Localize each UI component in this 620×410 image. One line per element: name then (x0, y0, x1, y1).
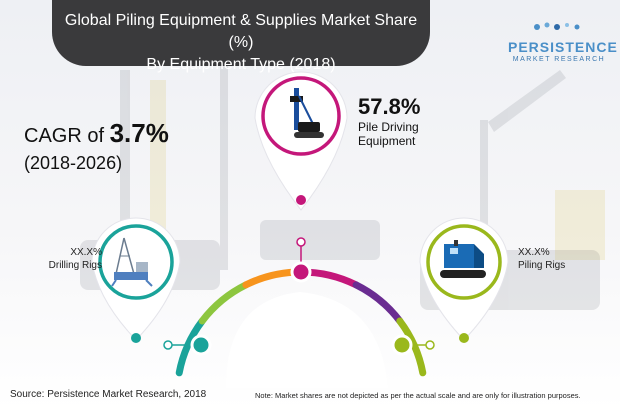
cagr-value: 3.7% (109, 118, 169, 148)
drilling-rig-icon (111, 237, 153, 287)
arc-marker-piling-rigs (391, 334, 413, 356)
slice-name-pile-driving: Pile Driving Equipment (358, 120, 419, 148)
arc-marker-drilling-rigs (190, 334, 212, 356)
pile-driver-icon (290, 88, 324, 138)
logo-subtitle: MARKET RESEARCH (512, 56, 606, 63)
pin-pile-driving (254, 71, 348, 211)
slice-value-piling-rigs: XX.X% (518, 247, 550, 258)
disclaimer-note: Note: Market shares are not depicted as … (255, 391, 581, 400)
bg-crane-mast-left (120, 70, 130, 270)
chart-title-line1: Global Piling Equipment & Supplies Marke… (64, 12, 418, 51)
arc-segment-2 (198, 281, 250, 325)
slice-name-drilling-rigs: Drilling Rigs (48, 260, 102, 271)
slice-label-drilling-rigs: XX.X% Drilling Rigs (20, 246, 102, 272)
slice-value-pile-driving: 57.8% (358, 94, 421, 119)
pin-drilling-rigs (91, 217, 181, 343)
slice-name-piling-rigs: Piling Rigs (518, 260, 566, 271)
cagr-block: CAGR of 3.7% (2018-2026) (24, 118, 174, 174)
cagr-prefix: CAGR of (24, 125, 110, 147)
bg-crane-mast-mid (220, 60, 228, 270)
cagr-line: CAGR of 3.7% (24, 118, 174, 149)
connector-ring-right (425, 340, 435, 350)
persistence-logo: PERSISTENCE MARKET RESEARCH (508, 20, 618, 63)
slice-label-piling-rigs: XX.X% Piling Rigs (518, 246, 598, 272)
logo-dots-icon (534, 22, 580, 30)
bg-yellow-mast (150, 80, 166, 230)
pin-piling-rigs (419, 217, 509, 343)
bg-crane-boom (488, 70, 566, 132)
slice-value-drilling-rigs: XX.X% (70, 247, 102, 258)
slice-label-pile-driving: 57.8% Pile Driving Equipment (358, 94, 448, 148)
arc-segment-5 (352, 281, 404, 325)
piling-rig-icon (440, 240, 486, 278)
bg-yellow-machine (555, 190, 605, 260)
logo-wordmark: PERSISTENCE (508, 39, 618, 55)
cagr-period: (2018-2026) (24, 153, 123, 173)
chart-title-line2: By Equipment Type (2018) (146, 56, 336, 73)
center-dome (226, 292, 388, 388)
source-note: Source: Persistence Market Research, 201… (10, 389, 207, 400)
arc-marker-pile-driving (290, 261, 312, 283)
title-banner: Global Piling Equipment & Supplies Marke… (52, 0, 430, 73)
bg-crane-mast-right (480, 120, 488, 260)
connector-ring-left (163, 340, 173, 350)
connector-ring-top (296, 237, 306, 247)
bg-machine-center (260, 220, 380, 260)
